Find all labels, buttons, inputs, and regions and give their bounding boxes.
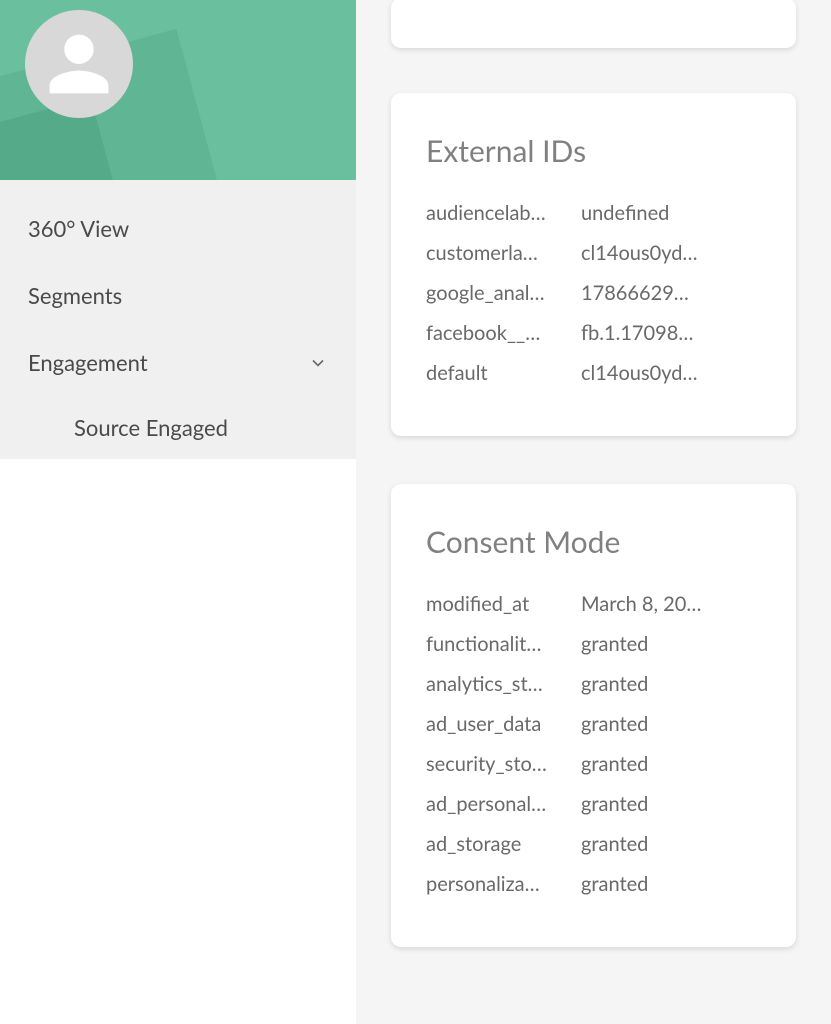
kv-row: ad_personal… granted xyxy=(426,792,761,816)
kv-val: fb.1.17098… xyxy=(581,321,761,345)
consent-mode-card: Consent Mode modified_at March 8, 20… fu… xyxy=(391,484,796,947)
kv-key: facebook__… xyxy=(426,321,581,345)
kv-val: granted xyxy=(581,712,761,736)
avatar[interactable] xyxy=(25,10,133,118)
kv-key: google_anal… xyxy=(426,281,581,305)
kv-val: granted xyxy=(581,752,761,776)
kv-val: March 8, 20… xyxy=(581,592,761,616)
kv-row: functionalit… granted xyxy=(426,632,761,656)
kv-row: analytics_st… granted xyxy=(426,672,761,696)
kv-key: security_sto… xyxy=(426,752,581,776)
sidebar-bottom xyxy=(0,459,356,1024)
kv-val: cl14ous0yd… xyxy=(581,241,761,265)
kv-key: audiencelab… xyxy=(426,201,581,225)
kv-row: security_sto… granted xyxy=(426,752,761,776)
main-content: External IDs audiencelab… undefined cust… xyxy=(356,0,831,1024)
kv-row: default cl14ous0yd… xyxy=(426,361,761,385)
kv-key: analytics_st… xyxy=(426,672,581,696)
kv-row: facebook__… fb.1.17098… xyxy=(426,321,761,345)
kv-key: ad_storage xyxy=(426,832,581,856)
kv-row: ad_storage granted xyxy=(426,832,761,856)
nav-360-view[interactable]: 360° View xyxy=(0,195,356,262)
kv-key: personaliza… xyxy=(426,872,581,896)
sidebar: 360° View Segments Engagement Source Eng… xyxy=(0,0,356,1024)
nav-source-engaged[interactable]: Source Engaged xyxy=(0,396,356,459)
kv-val: 17866629… xyxy=(581,281,761,305)
kv-val: granted xyxy=(581,792,761,816)
nav-engagement-label: Engagement xyxy=(28,349,148,376)
kv-row: personaliza… granted xyxy=(426,872,761,896)
sidebar-nav: 360° View Segments Engagement Source Eng… xyxy=(0,180,356,459)
kv-key: ad_user_data xyxy=(426,712,581,736)
kv-key: customerla… xyxy=(426,241,581,265)
kv-key: functionalit… xyxy=(426,632,581,656)
kv-val: undefined xyxy=(581,201,761,225)
kv-val: granted xyxy=(581,872,761,896)
nav-segments[interactable]: Segments xyxy=(0,262,356,329)
kv-val: granted xyxy=(581,672,761,696)
kv-row: google_anal… 17866629… xyxy=(426,281,761,305)
card-title: External IDs xyxy=(426,133,761,169)
card-fragment-top xyxy=(391,0,796,48)
kv-val: granted xyxy=(581,832,761,856)
card-title: Consent Mode xyxy=(426,524,761,560)
kv-row: audiencelab… undefined xyxy=(426,201,761,225)
nav-engagement[interactable]: Engagement xyxy=(0,329,356,396)
kv-row: customerla… cl14ous0yd… xyxy=(426,241,761,265)
chevron-down-icon xyxy=(308,353,328,373)
external-ids-card: External IDs audiencelab… undefined cust… xyxy=(391,93,796,436)
kv-val: granted xyxy=(581,632,761,656)
kv-key: modified_at xyxy=(426,592,581,616)
kv-key: ad_personal… xyxy=(426,792,581,816)
kv-key: default xyxy=(426,361,581,385)
kv-row: modified_at March 8, 20… xyxy=(426,592,761,616)
person-icon xyxy=(43,28,115,100)
kv-row: ad_user_data granted xyxy=(426,712,761,736)
sidebar-header xyxy=(0,0,356,180)
kv-val: cl14ous0yd… xyxy=(581,361,761,385)
